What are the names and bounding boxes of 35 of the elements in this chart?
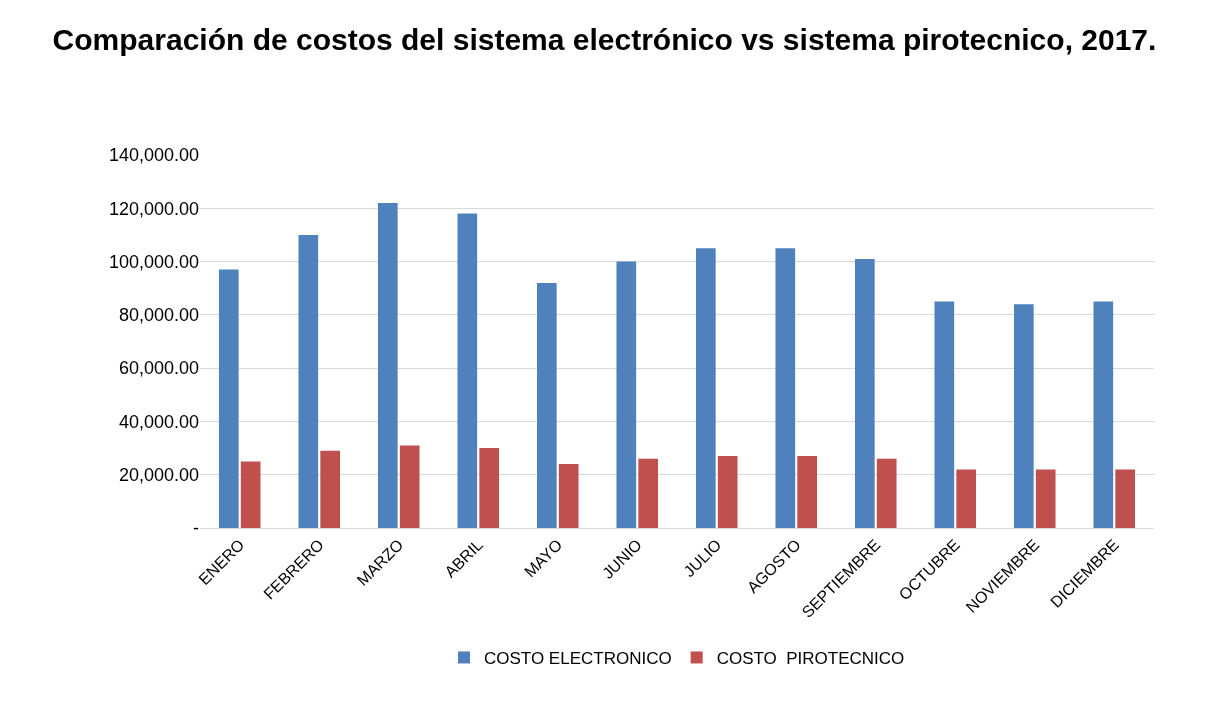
- bar: [479, 448, 500, 528]
- y-tick-label: 120,000.00: [108, 198, 199, 219]
- bar: [457, 213, 478, 528]
- bar: [399, 445, 420, 528]
- bar: [298, 234, 319, 528]
- bar: [1035, 469, 1056, 528]
- bar: [695, 248, 716, 528]
- bar: [956, 469, 977, 528]
- bar: [854, 258, 875, 528]
- y-tick-label: 40,000.00: [118, 411, 199, 432]
- legend-label: COSTO PIROTECNICO: [716, 649, 905, 669]
- bar: [240, 461, 261, 528]
- bar: [934, 301, 955, 528]
- bar: [616, 261, 637, 528]
- bar: [717, 456, 738, 528]
- bar: [1093, 301, 1114, 528]
- legend-label: COSTO ELECTRONICO: [484, 649, 672, 669]
- bar: [638, 458, 659, 528]
- y-tick-label: 80,000.00: [118, 305, 199, 326]
- bar: [536, 282, 557, 528]
- bar: [1115, 469, 1136, 528]
- bar: [775, 248, 796, 528]
- y-tick-label: -: [193, 518, 199, 539]
- y-tick-label: 60,000.00: [118, 358, 199, 379]
- bar: [558, 464, 579, 528]
- y-tick-label: 20,000.00: [118, 465, 199, 486]
- bar: [797, 456, 818, 528]
- y-tick-label: 100,000.00: [108, 251, 199, 272]
- bar: [320, 450, 341, 528]
- y-tick-label: 140,000.00: [108, 145, 199, 166]
- bar: [876, 458, 897, 528]
- chart-title: Comparación de costos del sistema electrónico vs sistema pirotecnico, 2017.: [52, 22, 1157, 56]
- bar: [1013, 304, 1034, 528]
- bar: [377, 202, 398, 528]
- bar: [218, 269, 239, 528]
